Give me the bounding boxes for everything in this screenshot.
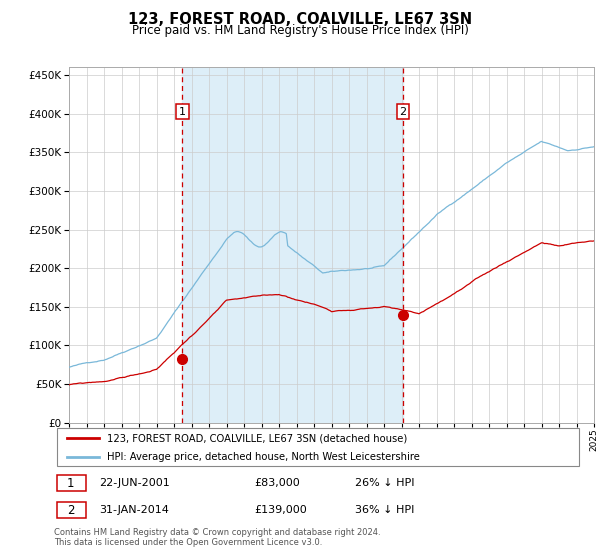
FancyBboxPatch shape <box>56 475 86 491</box>
FancyBboxPatch shape <box>56 428 580 466</box>
Text: 123, FOREST ROAD, COALVILLE, LE67 3SN: 123, FOREST ROAD, COALVILLE, LE67 3SN <box>128 12 472 27</box>
Text: £83,000: £83,000 <box>254 478 301 488</box>
Text: 1: 1 <box>179 106 186 116</box>
Text: 31-JAN-2014: 31-JAN-2014 <box>99 505 169 515</box>
Text: 36% ↓ HPI: 36% ↓ HPI <box>355 505 415 515</box>
Text: £139,000: £139,000 <box>254 505 307 515</box>
Text: 22-JUN-2001: 22-JUN-2001 <box>99 478 170 488</box>
Text: 2: 2 <box>400 106 406 116</box>
Text: HPI: Average price, detached house, North West Leicestershire: HPI: Average price, detached house, Nort… <box>107 452 419 461</box>
Text: 123, FOREST ROAD, COALVILLE, LE67 3SN (detached house): 123, FOREST ROAD, COALVILLE, LE67 3SN (d… <box>107 433 407 443</box>
Text: 2: 2 <box>67 503 74 517</box>
Text: Price paid vs. HM Land Registry's House Price Index (HPI): Price paid vs. HM Land Registry's House … <box>131 24 469 36</box>
Text: This data is licensed under the Open Government Licence v3.0.: This data is licensed under the Open Gov… <box>54 538 322 547</box>
FancyBboxPatch shape <box>56 502 86 518</box>
Text: Contains HM Land Registry data © Crown copyright and database right 2024.: Contains HM Land Registry data © Crown c… <box>54 528 380 536</box>
Bar <box>182 67 403 423</box>
Text: 1: 1 <box>67 477 74 490</box>
Text: 26% ↓ HPI: 26% ↓ HPI <box>355 478 415 488</box>
